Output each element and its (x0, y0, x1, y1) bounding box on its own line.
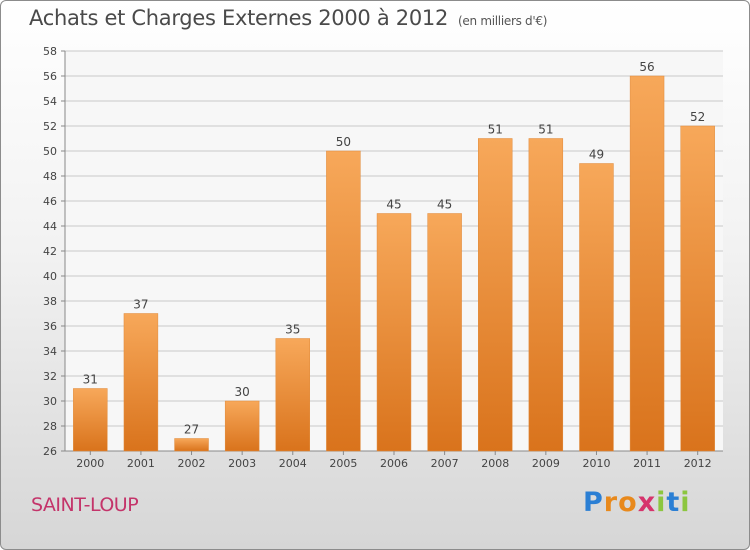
bar (680, 125, 715, 452)
x-tick-label: 2000 (76, 457, 104, 470)
logo-letter: r (603, 487, 619, 518)
chart-title: Achats et Charges Externes 2000 à 2012 (e… (29, 6, 547, 30)
unit-label: (en milliers d'€) (458, 14, 548, 28)
x-tick-label: 2012 (684, 457, 712, 470)
bar (174, 438, 209, 452)
data-label: 56 (639, 60, 654, 74)
bar (528, 138, 564, 452)
y-tick-label: 38 (43, 295, 57, 308)
logo-letter: x (637, 487, 657, 518)
data-label: 35 (285, 323, 300, 337)
bar (123, 313, 159, 452)
bar (427, 213, 462, 452)
x-tick-label: 2005 (329, 457, 357, 470)
y-tick-label: 46 (43, 195, 57, 208)
bar (579, 163, 614, 452)
y-tick-label: 54 (43, 95, 57, 108)
data-label: 49 (589, 148, 604, 162)
x-tick-label: 2008 (481, 457, 509, 470)
bar (275, 338, 310, 452)
y-tick-label: 48 (43, 170, 57, 183)
bar (73, 388, 108, 452)
x-tick-label: 2002 (178, 457, 206, 470)
x-tick-label: 2011 (633, 457, 661, 470)
bar (376, 213, 412, 452)
proxiti-logo: Proxiti (583, 487, 691, 518)
data-label: 52 (690, 110, 705, 124)
y-tick-label: 52 (43, 120, 57, 133)
y-tick-label: 56 (43, 70, 57, 83)
data-label: 37 (133, 298, 148, 312)
bar (478, 138, 513, 452)
logo-letter: t (666, 487, 681, 518)
y-tick-label: 32 (43, 370, 57, 383)
y-tick-label: 40 (43, 270, 57, 283)
logo-letter: i (656, 487, 667, 518)
y-tick-label: 36 (43, 320, 57, 333)
y-tick-label: 58 (43, 45, 57, 58)
y-tick-label: 26 (43, 445, 57, 458)
data-label: 30 (235, 385, 250, 399)
bar (629, 75, 665, 452)
x-tick-label: 2003 (228, 457, 256, 470)
data-label: 31 (83, 373, 98, 387)
y-tick-label: 34 (43, 345, 57, 358)
logo-letter: o (618, 487, 638, 518)
bar (224, 400, 260, 452)
data-label: 50 (336, 135, 351, 149)
x-tick-label: 2001 (127, 457, 155, 470)
y-tick-label: 44 (43, 220, 57, 233)
y-tick-label: 50 (43, 145, 57, 158)
y-tick-label: 42 (43, 245, 57, 258)
y-tick-label: 30 (43, 395, 57, 408)
data-label: 45 (386, 198, 401, 212)
logo-letter: i (680, 487, 691, 518)
data-label: 51 (538, 123, 553, 137)
title-text: Achats et Charges Externes 2000 à 2012 (29, 6, 449, 30)
data-label: 45 (437, 198, 452, 212)
x-tick-label: 2004 (279, 457, 307, 470)
logo-letter: P (583, 487, 604, 518)
x-tick-label: 2006 (380, 457, 408, 470)
x-tick-label: 2007 (431, 457, 459, 470)
data-label: 51 (488, 123, 503, 137)
x-tick-label: 2010 (582, 457, 610, 470)
bar (326, 150, 361, 452)
city-name: SAINT-LOUP (31, 494, 139, 516)
x-tick-label: 2009 (532, 457, 560, 470)
data-label: 27 (184, 423, 199, 437)
y-tick-label: 28 (43, 420, 57, 433)
